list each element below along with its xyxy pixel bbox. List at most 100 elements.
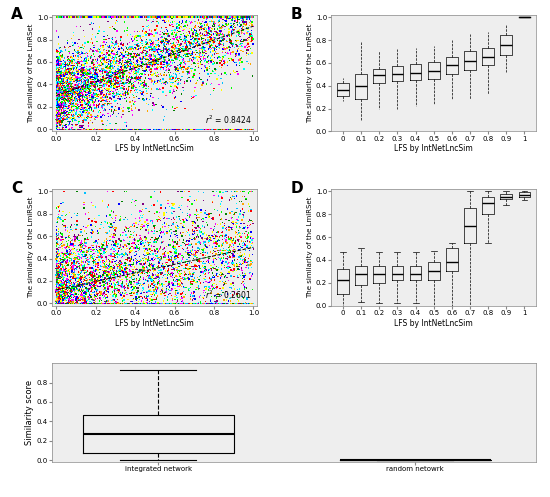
Point xyxy=(223,187,232,195)
Point xyxy=(135,45,144,53)
Point xyxy=(126,299,135,307)
Point xyxy=(102,238,111,246)
Point xyxy=(119,125,128,133)
Point xyxy=(146,42,155,50)
Point xyxy=(177,33,185,41)
Point xyxy=(53,94,62,102)
Point xyxy=(131,293,140,301)
Point xyxy=(158,274,167,282)
Point xyxy=(58,91,67,99)
Point xyxy=(219,299,228,307)
Point xyxy=(245,34,254,42)
Point xyxy=(61,266,70,274)
Point xyxy=(85,271,94,279)
Point xyxy=(226,40,235,48)
Point xyxy=(80,289,89,297)
Point xyxy=(80,239,89,247)
Point xyxy=(192,13,201,21)
Point xyxy=(111,103,120,111)
Point xyxy=(153,125,162,133)
Point xyxy=(221,13,230,21)
Point xyxy=(63,299,72,307)
Point xyxy=(52,95,61,103)
Point xyxy=(230,194,239,202)
Point xyxy=(112,13,120,21)
Point xyxy=(213,13,222,21)
Point xyxy=(190,299,199,307)
Point xyxy=(201,36,210,44)
Point xyxy=(57,271,66,279)
Point xyxy=(163,299,172,307)
Point xyxy=(87,85,96,93)
Point xyxy=(85,91,94,99)
Point xyxy=(243,13,251,21)
Point xyxy=(150,246,159,253)
Point xyxy=(65,125,74,133)
Point xyxy=(56,90,64,98)
Point xyxy=(82,289,91,297)
Point xyxy=(53,253,62,261)
Point xyxy=(81,13,90,21)
Point xyxy=(53,260,62,268)
Point xyxy=(66,299,75,307)
Point xyxy=(67,52,75,60)
Point xyxy=(62,290,70,298)
Point xyxy=(116,66,125,74)
Point xyxy=(139,299,148,307)
Point xyxy=(137,44,146,52)
Point xyxy=(73,125,82,133)
Point xyxy=(201,55,210,63)
Point xyxy=(64,82,73,90)
Point xyxy=(56,125,64,133)
Point xyxy=(113,125,122,133)
Point xyxy=(197,37,206,45)
Point xyxy=(57,299,65,307)
Point xyxy=(142,125,151,133)
Point xyxy=(241,18,250,26)
Point xyxy=(62,297,71,305)
Point xyxy=(79,299,88,307)
Point xyxy=(70,299,79,307)
Point xyxy=(158,60,167,68)
Point xyxy=(87,107,96,115)
Point xyxy=(188,271,197,279)
Point xyxy=(112,125,121,133)
Point xyxy=(167,79,175,86)
Point xyxy=(89,268,98,276)
Point xyxy=(92,79,101,86)
Point xyxy=(215,17,224,25)
Point xyxy=(139,263,147,271)
Point xyxy=(217,197,226,205)
Point xyxy=(233,13,241,21)
Point xyxy=(53,93,62,101)
Point xyxy=(189,277,197,285)
Point xyxy=(56,284,65,292)
Point xyxy=(52,299,61,307)
Point xyxy=(134,271,142,279)
Point xyxy=(89,299,97,307)
Point xyxy=(196,76,205,83)
Point xyxy=(67,263,76,271)
Point xyxy=(52,59,61,67)
Point xyxy=(102,93,111,101)
Point xyxy=(76,266,85,274)
Point xyxy=(76,87,85,95)
Point xyxy=(83,256,92,264)
Point xyxy=(210,22,219,30)
Point xyxy=(119,64,128,72)
Point xyxy=(120,284,129,292)
Point xyxy=(56,299,64,307)
Point xyxy=(133,258,141,266)
Point xyxy=(68,290,77,298)
Point xyxy=(111,13,120,21)
Point xyxy=(246,238,255,246)
Point xyxy=(62,257,71,265)
Point xyxy=(175,270,184,278)
Point xyxy=(52,93,61,101)
Point xyxy=(139,56,147,64)
Point xyxy=(63,289,72,297)
Point xyxy=(56,269,64,277)
Point xyxy=(82,285,91,293)
Point xyxy=(173,40,182,48)
Point xyxy=(119,267,128,275)
